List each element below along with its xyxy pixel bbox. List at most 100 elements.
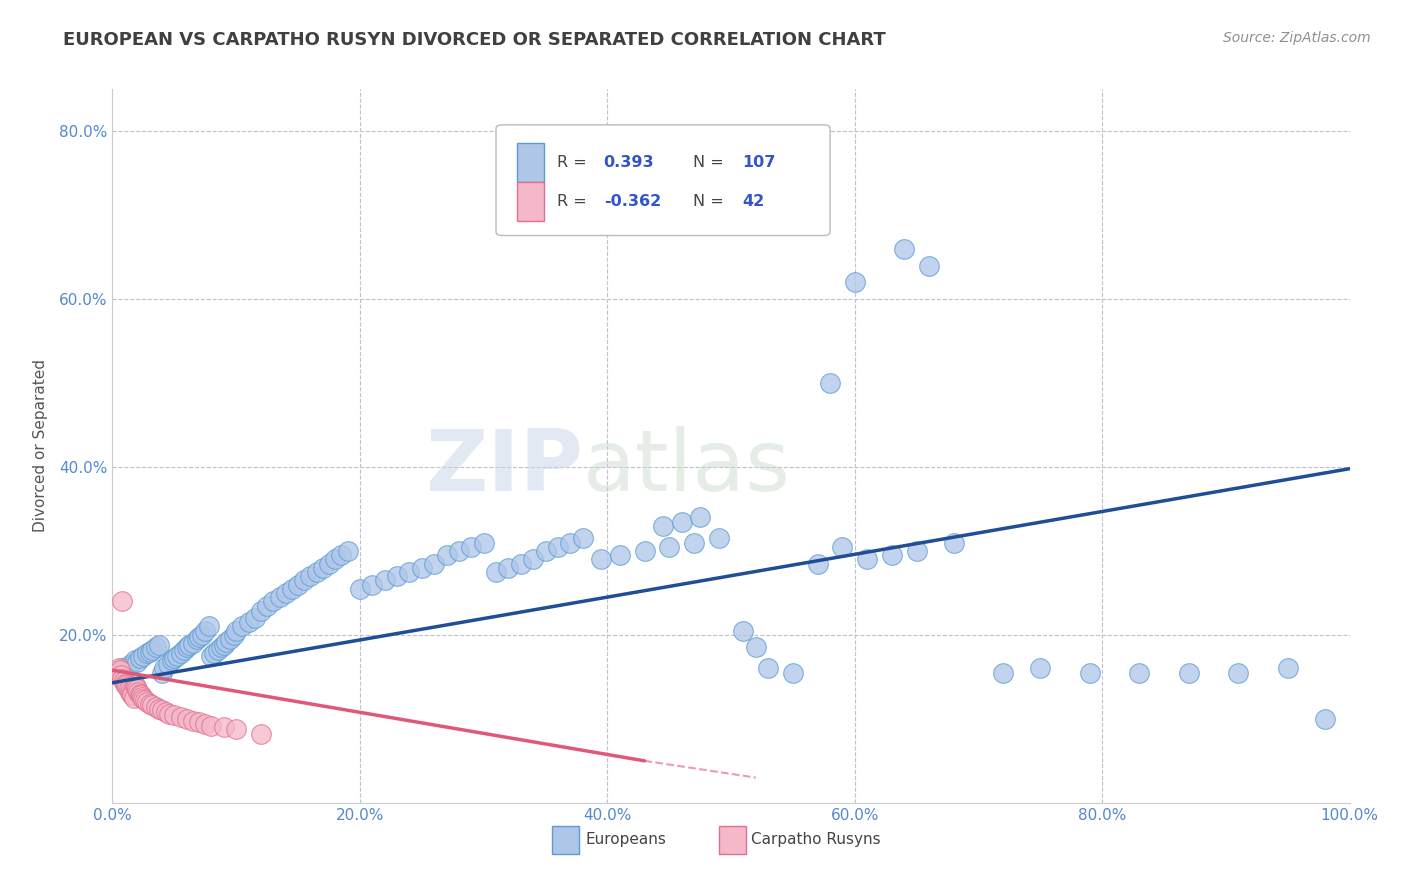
Text: 107: 107 — [742, 155, 776, 169]
Text: R =: R = — [557, 155, 586, 169]
Point — [169, 710, 191, 724]
Point — [658, 540, 681, 554]
Point — [108, 663, 131, 677]
Point — [188, 715, 211, 730]
Point — [117, 680, 139, 694]
Point — [231, 619, 253, 633]
Point — [287, 577, 309, 591]
Point — [1313, 712, 1336, 726]
Point — [330, 548, 353, 562]
Point — [274, 586, 297, 600]
Point — [733, 624, 755, 638]
Point — [114, 676, 136, 690]
Point — [150, 703, 173, 717]
Y-axis label: Divorced or Separated: Divorced or Separated — [32, 359, 48, 533]
Text: 0.393: 0.393 — [603, 155, 654, 169]
Text: 42: 42 — [742, 194, 765, 209]
Point — [609, 548, 631, 562]
Point — [194, 717, 217, 731]
Point — [212, 720, 235, 734]
Point — [547, 540, 569, 554]
Point — [1227, 665, 1250, 680]
Point — [145, 700, 167, 714]
Point — [110, 668, 132, 682]
Point — [250, 727, 273, 741]
Point — [683, 535, 706, 549]
Point — [107, 665, 129, 680]
Point — [128, 687, 150, 701]
Point — [111, 661, 134, 675]
Point — [134, 693, 156, 707]
Point — [127, 685, 149, 699]
Point — [225, 722, 247, 736]
Point — [349, 582, 371, 596]
Point — [186, 632, 208, 646]
Point — [485, 565, 508, 579]
Point — [591, 552, 613, 566]
Point — [423, 557, 446, 571]
Point — [222, 628, 245, 642]
Point — [305, 565, 328, 579]
Point — [243, 611, 266, 625]
Point — [107, 661, 129, 675]
Point — [112, 674, 135, 689]
Point — [148, 638, 170, 652]
Point — [509, 557, 531, 571]
Point — [200, 718, 222, 732]
Point — [993, 665, 1015, 680]
Point — [198, 619, 221, 633]
Point — [318, 557, 340, 571]
Point — [138, 697, 160, 711]
Point — [136, 646, 159, 660]
Point — [181, 636, 204, 650]
Point — [121, 689, 143, 703]
Point — [181, 714, 204, 728]
Point — [207, 643, 229, 657]
Point — [250, 604, 273, 618]
Point — [120, 657, 142, 672]
Point — [756, 661, 779, 675]
Bar — [517, 143, 544, 182]
Point — [117, 660, 139, 674]
Point — [115, 678, 138, 692]
Point — [299, 569, 322, 583]
Point — [256, 599, 278, 613]
Point — [269, 590, 291, 604]
FancyBboxPatch shape — [496, 125, 830, 235]
Point — [127, 655, 149, 669]
Point — [125, 680, 148, 694]
Point — [472, 535, 495, 549]
Point — [111, 672, 134, 686]
Point — [374, 574, 396, 588]
Point — [122, 690, 145, 705]
Point — [522, 552, 544, 566]
Text: EUROPEAN VS CARPATHO RUSYN DIVORCED OR SEPARATED CORRELATION CHART: EUROPEAN VS CARPATHO RUSYN DIVORCED OR S… — [63, 31, 886, 49]
Point — [166, 648, 188, 663]
Point — [671, 515, 693, 529]
Point — [157, 657, 180, 672]
Point — [856, 552, 879, 566]
Point — [160, 653, 183, 667]
Text: Europeans: Europeans — [585, 832, 666, 847]
Point — [219, 632, 242, 646]
Point — [141, 643, 163, 657]
Point — [200, 648, 222, 663]
Point — [385, 569, 408, 583]
Point — [127, 682, 149, 697]
Point — [117, 682, 139, 697]
Point — [163, 651, 186, 665]
Point — [131, 690, 153, 704]
Text: Carpatho Rusyns: Carpatho Rusyns — [751, 832, 880, 847]
Point — [157, 706, 180, 721]
Point — [190, 628, 212, 642]
Point — [411, 560, 433, 574]
Point — [148, 702, 170, 716]
Point — [398, 565, 420, 579]
Text: Source: ZipAtlas.com: Source: ZipAtlas.com — [1223, 31, 1371, 45]
Point — [498, 560, 520, 574]
Point — [173, 643, 195, 657]
Point — [571, 532, 593, 546]
Point — [215, 634, 238, 648]
Point — [124, 678, 146, 692]
Point — [111, 594, 134, 608]
